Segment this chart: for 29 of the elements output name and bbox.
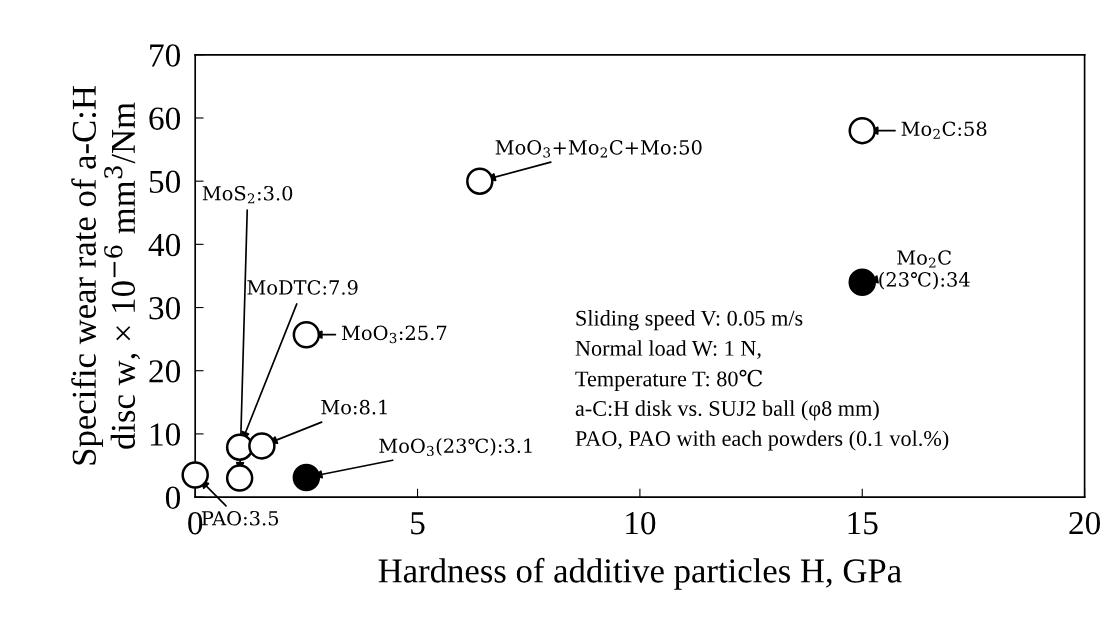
annotation: Sliding speed V: 0.05 m/s: [576, 310, 803, 331]
x-tick-label: 5: [411, 512, 425, 535]
annotation: Temperature T: 80℃: [575, 369, 763, 391]
y-tick-label: 20: [149, 360, 181, 383]
annotation: MoDTC:7.9: [247, 280, 358, 295]
y-axis-title: Specific wear rate of a-C:H disc w, × 10$^{−6}$ mm$^{3}$/Nm: [71, 86, 141, 465]
annotation: PAO:3.5: [201, 510, 279, 526]
annotation: MoO$_{3}$(23℃):3.1: [379, 438, 532, 457]
y-tick-label: 50: [149, 170, 181, 194]
annotation: MoO$_{3}$+Mo$_{2}$C+Mo:50: [495, 139, 702, 158]
y-tick-label: 10: [150, 423, 181, 446]
annotation: Mo:8.1: [321, 399, 387, 415]
annotation: Mo$_{2}$C (23℃):34: [879, 250, 970, 290]
x-tick-label: 10: [626, 511, 656, 535]
y-tick-label: 0: [165, 486, 181, 509]
annotation: Normal load W: 1 N,: [575, 340, 761, 359]
y-tick-label: 60: [149, 107, 181, 130]
annotation: MoS$_{2}$:3.0: [202, 185, 293, 204]
annotation: PAO, PAO with each powders (0.1 vol.%): [575, 430, 949, 451]
y-tick-label: 30: [149, 296, 181, 320]
annotation: MoO$_{3}$:25.7: [341, 325, 447, 344]
annotation: a-C:H disk vs. SUJ2 ball (φ8 mm): [575, 400, 879, 421]
x-tick-label: 0: [188, 511, 203, 535]
y-tick-label: 40: [148, 233, 181, 257]
x-tick-label: 15: [848, 512, 878, 535]
annotation: Mo$_{2}$C:58: [901, 121, 987, 139]
x-tick-label: 20: [1069, 511, 1100, 535]
x-axis-title: Hardness of additive particles H, GPa: [378, 557, 902, 590]
y-tick-label: 70: [150, 44, 181, 67]
